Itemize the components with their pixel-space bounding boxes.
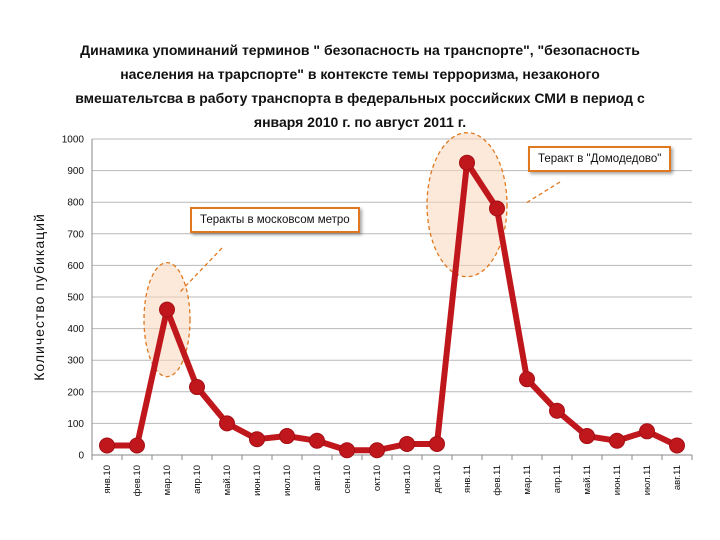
data-point — [369, 442, 385, 459]
data-point — [339, 442, 355, 459]
annotation-metro-attacks-text: Теракты в московсом метро — [200, 214, 350, 226]
x-tick-label: июл.10 — [282, 465, 293, 496]
x-tick-label: авг.10 — [312, 465, 323, 491]
data-point — [129, 437, 145, 454]
data-point — [609, 432, 625, 449]
x-tick-label: июн.10 — [252, 465, 263, 496]
data-point — [519, 371, 535, 388]
data-point — [159, 301, 175, 318]
annotation-metro-attacks: Теракты в московсом метро — [190, 207, 360, 233]
y-tick-label: 1000 — [62, 135, 85, 146]
y-tick-label: 100 — [67, 419, 84, 430]
x-tick-label: июл.11 — [642, 465, 653, 495]
chart-title-line-2: населения на трарспорте" в контексте тем… — [120, 66, 600, 82]
data-point — [249, 431, 265, 448]
annotation-domodedovo-attack: Теракт в "Домодедово" — [528, 146, 672, 172]
data-point — [549, 402, 565, 419]
y-tick-label: 200 — [67, 387, 84, 398]
x-tick-label: сен.10 — [342, 465, 353, 494]
x-tick-label: авг.11 — [672, 465, 683, 490]
data-point — [219, 415, 235, 432]
highlight-ellipse — [426, 132, 508, 278]
x-tick-label: июн.11 — [612, 465, 623, 495]
y-tick-label: 700 — [67, 229, 84, 240]
annotation-pointer — [525, 181, 561, 204]
data-point — [489, 200, 505, 217]
data-point — [189, 379, 205, 396]
y-tick-label: 800 — [67, 198, 84, 209]
x-tick-label: апр.10 — [192, 465, 203, 494]
y-tick-label: 0 — [78, 451, 84, 462]
chart-title-line-1: Динамика упоминаний терминов " безопасно… — [80, 42, 640, 58]
x-tick-label: фев.11 — [492, 465, 503, 496]
y-tick-label: 400 — [67, 324, 84, 335]
chart-title-line-4: января 2010 г. по август 2011 г. — [253, 114, 467, 130]
x-tick-label: мар.10 — [162, 465, 173, 495]
data-point — [429, 435, 445, 452]
data-point — [579, 428, 595, 445]
x-tick-label: янв.10 — [102, 465, 113, 494]
chart-title: Динамика упоминаний терминов " безопасно… — [40, 38, 680, 134]
x-tick-label: апр.11 — [552, 465, 563, 493]
data-point — [639, 423, 655, 440]
x-tick-label: фев.10 — [132, 465, 143, 496]
x-tick-label: окт.10 — [372, 465, 383, 491]
data-point — [309, 432, 325, 449]
x-tick-label: мар.11 — [522, 465, 533, 495]
annotation-domodedovo-attack-text: Теракт в "Домодедово" — [538, 153, 662, 165]
annotation-pointer — [179, 247, 223, 293]
data-point — [279, 428, 295, 445]
data-point — [399, 435, 415, 452]
x-tick-label: май.10 — [222, 465, 233, 495]
y-tick-label: 500 — [67, 293, 84, 304]
series-line — [104, 159, 680, 454]
chart-title-line-3: вмешательтсва в работу транспорта в феде… — [75, 90, 645, 106]
x-tick-label: май.11 — [582, 465, 593, 495]
data-point — [459, 154, 475, 171]
y-axis-label: Количество пубикаций — [31, 213, 47, 381]
y-tick-label: 300 — [67, 356, 84, 367]
data-point — [99, 437, 115, 454]
y-tick-label: 600 — [67, 261, 84, 272]
y-tick-label: 900 — [67, 166, 84, 177]
data-point — [669, 437, 685, 454]
x-tick-label: дек.10 — [432, 465, 443, 493]
x-tick-label: ноя.10 — [402, 465, 413, 494]
x-tick-label: янв.11 — [462, 465, 473, 493]
